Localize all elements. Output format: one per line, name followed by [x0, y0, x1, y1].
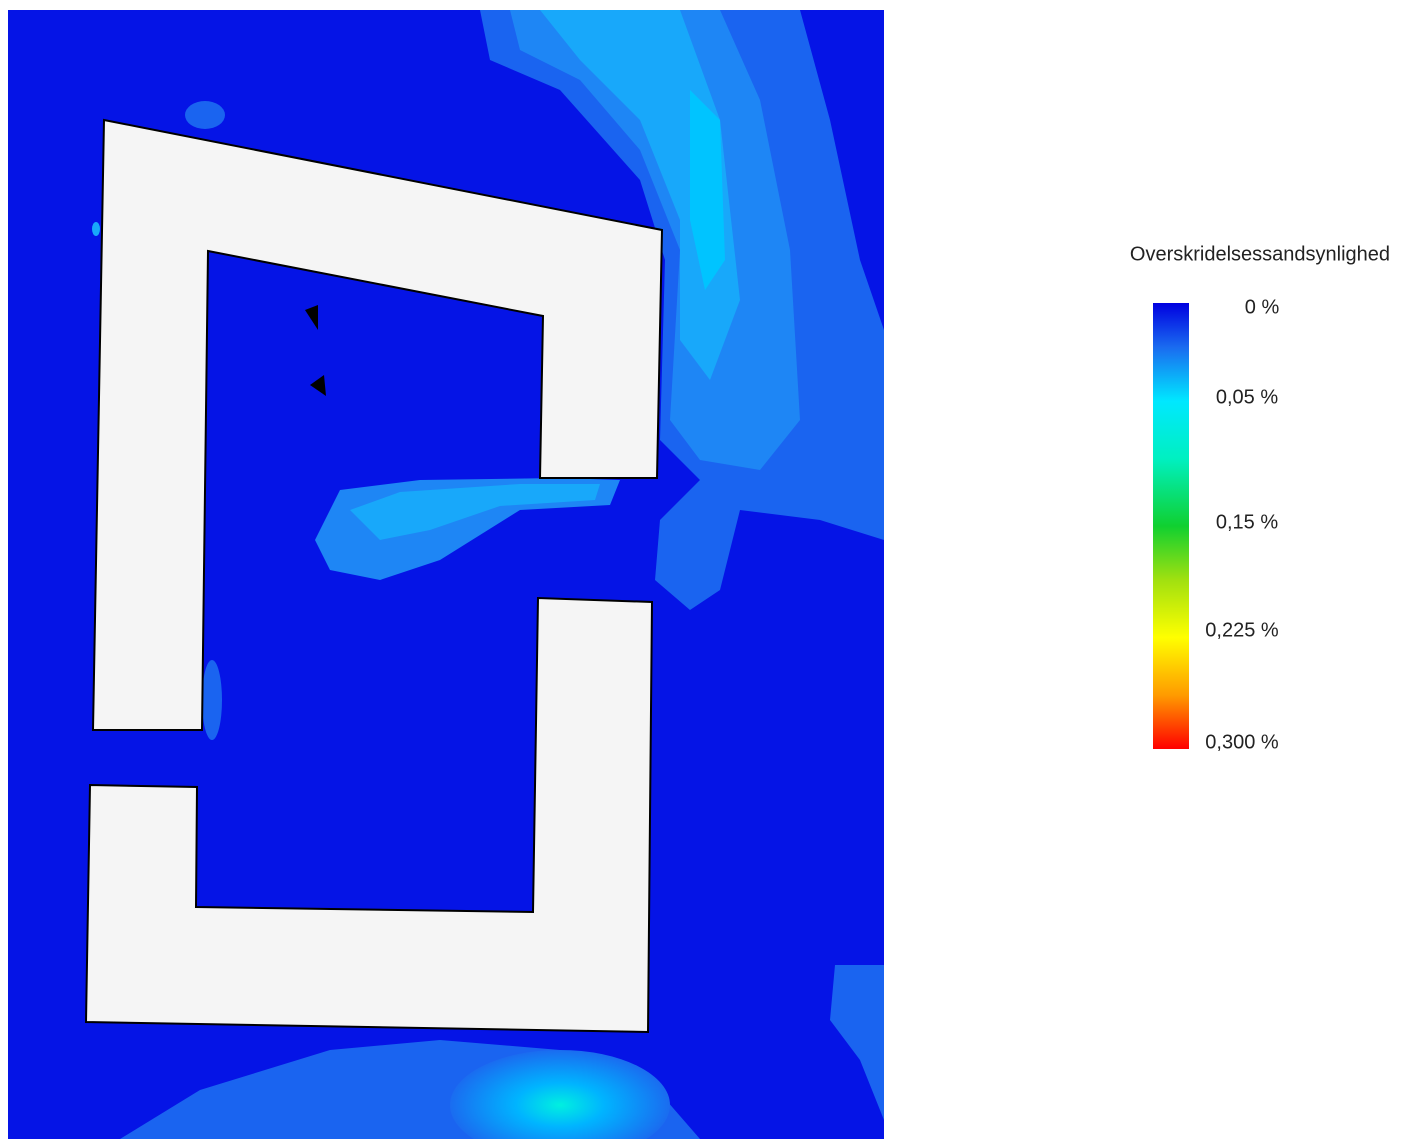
contour-band — [92, 222, 100, 236]
contour-band — [202, 660, 222, 740]
contour-map — [8, 10, 884, 1139]
contour-band — [510, 10, 800, 470]
contour-band — [690, 90, 725, 290]
legend-title: Overskridelsessandsynlighed — [1130, 243, 1390, 265]
legend: Overskridelsessandsynlighed 0 % 0,05 % 0,1… — [1130, 243, 1390, 753]
legend-label: 0,05 % — [1216, 386, 1278, 408]
contour-band — [185, 101, 225, 129]
legend-label: 0,15 % — [1216, 511, 1278, 533]
artifact — [310, 375, 326, 396]
legend-label: 0,300 % — [1205, 731, 1279, 753]
legend-label: 0,225 % — [1205, 619, 1279, 641]
artifact — [305, 305, 318, 330]
color-bar — [1153, 303, 1189, 749]
building — [91, 118, 664, 731]
legend-label: 0 % — [1245, 296, 1280, 318]
contour-band — [450, 1050, 670, 1139]
contour-band — [350, 484, 600, 540]
building — [84, 596, 654, 1034]
contour-band — [830, 965, 884, 1120]
